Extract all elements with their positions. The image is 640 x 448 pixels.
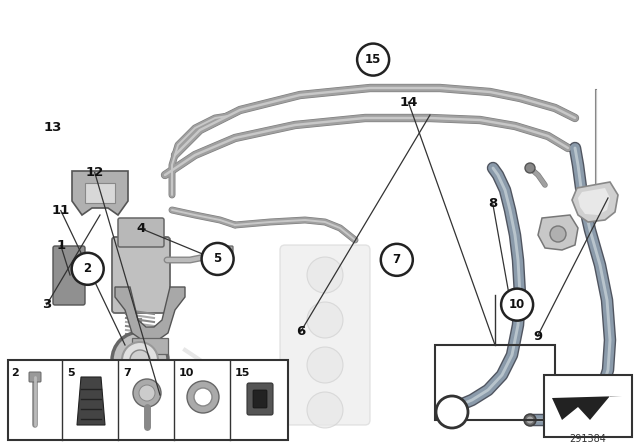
Text: 11: 11 — [52, 204, 70, 217]
FancyBboxPatch shape — [253, 390, 267, 408]
Circle shape — [307, 347, 343, 383]
Text: 291384: 291384 — [570, 434, 607, 444]
Polygon shape — [83, 260, 100, 270]
Circle shape — [187, 381, 219, 413]
Text: 10: 10 — [509, 298, 525, 311]
FancyBboxPatch shape — [247, 383, 273, 415]
Polygon shape — [578, 188, 610, 215]
FancyBboxPatch shape — [217, 246, 233, 262]
Text: 8: 8 — [488, 197, 497, 211]
Polygon shape — [115, 287, 185, 340]
Circle shape — [133, 379, 161, 407]
Circle shape — [436, 396, 468, 428]
Text: 7: 7 — [393, 253, 401, 267]
Text: 6: 6 — [296, 325, 305, 338]
Circle shape — [446, 406, 458, 418]
Text: 2: 2 — [84, 262, 92, 276]
Circle shape — [501, 289, 533, 321]
FancyBboxPatch shape — [112, 237, 170, 313]
Text: 12: 12 — [86, 166, 104, 179]
Text: 5: 5 — [214, 252, 221, 266]
Bar — [544, 375, 632, 437]
Circle shape — [194, 388, 212, 406]
Bar — [132, 338, 168, 354]
Circle shape — [202, 243, 234, 275]
Bar — [435, 345, 555, 420]
Circle shape — [307, 302, 343, 338]
Circle shape — [550, 226, 566, 242]
Circle shape — [112, 332, 168, 388]
Circle shape — [357, 43, 389, 76]
Text: 3: 3 — [42, 298, 51, 311]
Circle shape — [130, 350, 150, 370]
Text: 10: 10 — [179, 368, 195, 378]
Bar — [8, 360, 288, 440]
FancyBboxPatch shape — [118, 218, 164, 247]
Polygon shape — [85, 183, 115, 203]
FancyBboxPatch shape — [280, 245, 370, 425]
Circle shape — [122, 342, 158, 378]
Polygon shape — [77, 377, 105, 425]
Text: 9: 9 — [533, 329, 542, 343]
Circle shape — [381, 244, 413, 276]
Circle shape — [139, 385, 155, 401]
Circle shape — [72, 253, 104, 285]
Circle shape — [526, 416, 534, 424]
Text: 2: 2 — [11, 368, 19, 378]
Text: 7: 7 — [123, 368, 131, 378]
Circle shape — [524, 414, 536, 426]
Text: 15: 15 — [365, 53, 381, 66]
Polygon shape — [538, 215, 578, 250]
Circle shape — [448, 408, 456, 416]
Polygon shape — [72, 171, 128, 215]
FancyBboxPatch shape — [147, 388, 181, 420]
Circle shape — [307, 392, 343, 428]
Text: 13: 13 — [44, 121, 62, 134]
Circle shape — [307, 257, 343, 293]
FancyBboxPatch shape — [53, 246, 85, 305]
Text: 5: 5 — [67, 368, 75, 378]
Polygon shape — [552, 396, 622, 420]
Text: 4: 4 — [136, 222, 145, 235]
Text: 14: 14 — [399, 95, 417, 109]
Circle shape — [525, 163, 535, 173]
FancyBboxPatch shape — [29, 372, 41, 382]
Text: 1: 1 — [56, 239, 65, 252]
Polygon shape — [572, 182, 618, 222]
Text: 15: 15 — [235, 368, 250, 378]
